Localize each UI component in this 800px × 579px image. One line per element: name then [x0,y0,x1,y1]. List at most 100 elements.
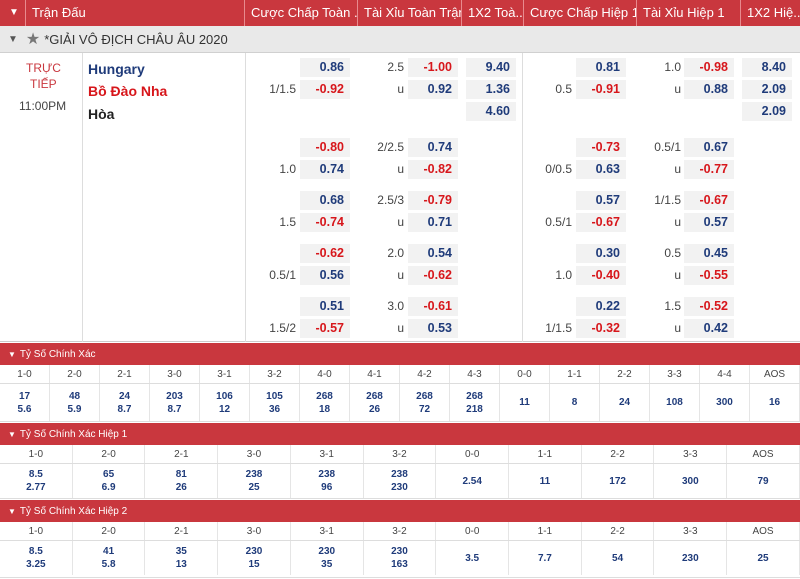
score-odds-top[interactable]: 11 [519,397,530,408]
odds-cell[interactable]: -0.82 [408,160,458,179]
score-odds-top[interactable]: 11 [539,475,551,487]
score-odds-bottom[interactable]: 8.7 [167,403,182,415]
score-odds[interactable]: 230 [654,541,728,575]
score-odds-top[interactable]: 238 [318,469,336,480]
score-odds[interactable]: 25 [727,541,800,575]
odds-cell[interactable]: 0.54 [408,244,458,263]
score-odds[interactable]: 230 163 [364,541,437,575]
odds-cell[interactable]: 0.68 [300,191,350,210]
score-odds-top[interactable]: 35 [175,546,187,557]
score-odds-top[interactable]: 25 [757,552,769,564]
odds-cell[interactable]: 0.81 [576,58,626,77]
score-odds-bottom[interactable]: 36 [268,403,281,415]
score-odds-top[interactable]: 8 [571,397,578,408]
score-odds[interactable]: 106 12 [200,384,250,421]
score-odds-top[interactable]: 238 [391,469,408,480]
league-row[interactable]: ▼ ★ *GIẢI VÔ ĐỊCH CHÂU ÂU 2020 [0,26,800,53]
score-odds[interactable]: 230 35 [291,541,364,575]
score-odds-top[interactable]: 238 [245,469,263,480]
score-odds[interactable]: 238 230 [364,464,437,498]
odds-cell[interactable]: -1.00 [408,58,458,77]
score-odds-bottom[interactable]: 26 [175,482,187,493]
odds-cell[interactable]: 0.86 [300,58,350,77]
odds-cell[interactable]: 0.63 [576,160,626,179]
odds-cell[interactable]: -0.62 [300,244,350,263]
score-odds-top[interactable]: 300 [716,397,733,408]
score-odds[interactable]: 3.5 [436,541,510,575]
section-chevron-icon[interactable]: ▼ [8,506,16,516]
odds-cell[interactable]: -0.79 [408,191,458,210]
score-odds-bottom[interactable]: 230 [391,482,408,493]
header-caret-icon[interactable]: ▼ [0,0,26,26]
score-odds-top[interactable]: 268 [366,390,383,402]
score-odds[interactable]: 17 5.6 [0,384,50,421]
score-odds-top[interactable]: 2.54 [462,475,482,487]
score-odds[interactable]: 268 218 [450,384,500,421]
score-odds[interactable]: 8.5 2.77 [0,464,73,498]
score-odds[interactable]: 268 72 [400,384,450,421]
odds-cell[interactable]: 0.45 [684,244,734,263]
score-odds-bottom[interactable]: 13 [175,559,187,570]
odds-cell[interactable]: -0.73 [576,138,626,157]
score-odds-top[interactable]: 300 [681,475,699,487]
odds-cell[interactable]: 1.36 [466,80,516,99]
score-odds-bottom[interactable]: 6.9 [101,482,116,493]
score-odds[interactable]: 108 [650,384,700,421]
odds-cell[interactable]: 0.71 [408,213,458,232]
score-odds-top[interactable]: 24 [118,390,131,402]
odds-cell[interactable]: -0.98 [684,58,734,77]
score-odds-top[interactable]: 24 [618,397,631,408]
odds-cell[interactable]: 9.40 [466,58,516,77]
score-odds[interactable]: 41 5.8 [73,541,146,575]
odds-cell[interactable]: -0.80 [300,138,350,157]
score-odds-top[interactable]: 8.5 [28,546,43,557]
odds-cell[interactable]: -0.91 [576,80,626,99]
score-odds-top[interactable]: 230 [681,552,699,564]
score-odds-bottom[interactable]: 8.7 [117,403,132,415]
score-odds-top[interactable]: 79 [757,475,769,487]
score-odds[interactable]: 268 26 [350,384,400,421]
score-odds[interactable]: 238 96 [291,464,364,498]
score-odds-bottom[interactable]: 5.9 [67,403,82,415]
score-odds[interactable]: 300 [700,384,750,421]
odds-cell[interactable]: -0.67 [576,213,626,232]
collapse-chevron-icon[interactable]: ▼ [8,33,18,45]
score-odds[interactable]: 238 25 [218,464,291,498]
odds-cell[interactable]: 0.67 [684,138,734,157]
score-odds-bottom[interactable]: 96 [321,482,333,493]
score-odds-top[interactable]: 48 [68,390,81,402]
section-correct-score[interactable]: ▼ Tỷ Số Chính Xác [0,343,800,365]
odds-cell[interactable]: -0.61 [408,297,458,316]
score-odds-bottom[interactable]: 18 [318,403,331,415]
score-odds[interactable]: 300 [654,464,728,498]
odds-cell[interactable]: 0.88 [684,80,734,99]
score-odds-top[interactable]: 268 [416,390,433,402]
odds-cell[interactable]: 0.30 [576,244,626,263]
header-1x2-h1-col[interactable]: 1X2 Hiệ... [747,5,800,20]
score-odds-bottom[interactable]: 3.25 [26,559,46,570]
score-odds[interactable]: 268 18 [300,384,350,421]
score-odds-bottom[interactable]: 72 [418,403,431,415]
home-team[interactable]: Hungary [88,61,145,77]
header-hdp-h1-col[interactable]: Cược Chấp Hiệp 1 [524,0,637,26]
odds-cell[interactable]: 0.57 [576,191,626,210]
odds-cell[interactable]: -0.74 [300,213,350,232]
odds-cell[interactable]: 8.40 [742,58,792,77]
odds-cell[interactable]: -0.67 [684,191,734,210]
score-odds-bottom[interactable]: 35 [321,559,333,570]
odds-cell[interactable]: 0.74 [408,138,458,157]
score-odds-top[interactable]: 268 [466,390,483,402]
score-odds-bottom[interactable]: 5.8 [101,559,116,570]
odds-cell[interactable]: -0.52 [684,297,734,316]
score-odds[interactable]: 24 8.7 [100,384,150,421]
score-odds[interactable]: 8.5 3.25 [0,541,73,575]
odds-cell[interactable]: -0.57 [300,319,350,338]
odds-cell[interactable]: 2.09 [742,102,792,121]
score-odds-top[interactable]: 41 [103,546,115,557]
score-odds[interactable]: 79 [727,464,800,498]
score-odds[interactable]: 172 [582,464,655,498]
score-odds[interactable]: 105 36 [250,384,300,421]
odds-cell[interactable]: 0.74 [300,160,350,179]
odds-cell[interactable]: 0.53 [408,319,458,338]
score-odds-top[interactable]: 105 [266,390,283,402]
